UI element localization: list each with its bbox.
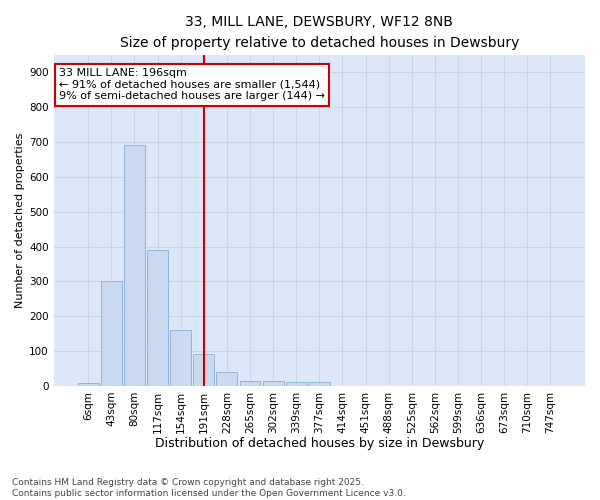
Bar [170,330,191,386]
Text: 33 MILL LANE: 196sqm
← 91% of detached houses are smaller (1,544)
9% of semi-det: 33 MILL LANE: 196sqm ← 91% of detached h… [59,68,325,102]
X-axis label: Distribution of detached houses by size in Dewsbury: Distribution of detached houses by size … [155,437,484,450]
Bar [124,146,145,386]
Bar [263,380,284,386]
Bar [309,382,330,386]
Bar [286,382,307,386]
Text: Contains HM Land Registry data © Crown copyright and database right 2025.
Contai: Contains HM Land Registry data © Crown c… [12,478,406,498]
Bar [239,380,260,386]
Bar [147,250,168,386]
Bar [101,282,122,386]
Y-axis label: Number of detached properties: Number of detached properties [15,132,25,308]
Bar [78,383,98,386]
Bar [193,354,214,386]
Bar [217,372,237,386]
Title: 33, MILL LANE, DEWSBURY, WF12 8NB
Size of property relative to detached houses i: 33, MILL LANE, DEWSBURY, WF12 8NB Size o… [119,15,519,50]
